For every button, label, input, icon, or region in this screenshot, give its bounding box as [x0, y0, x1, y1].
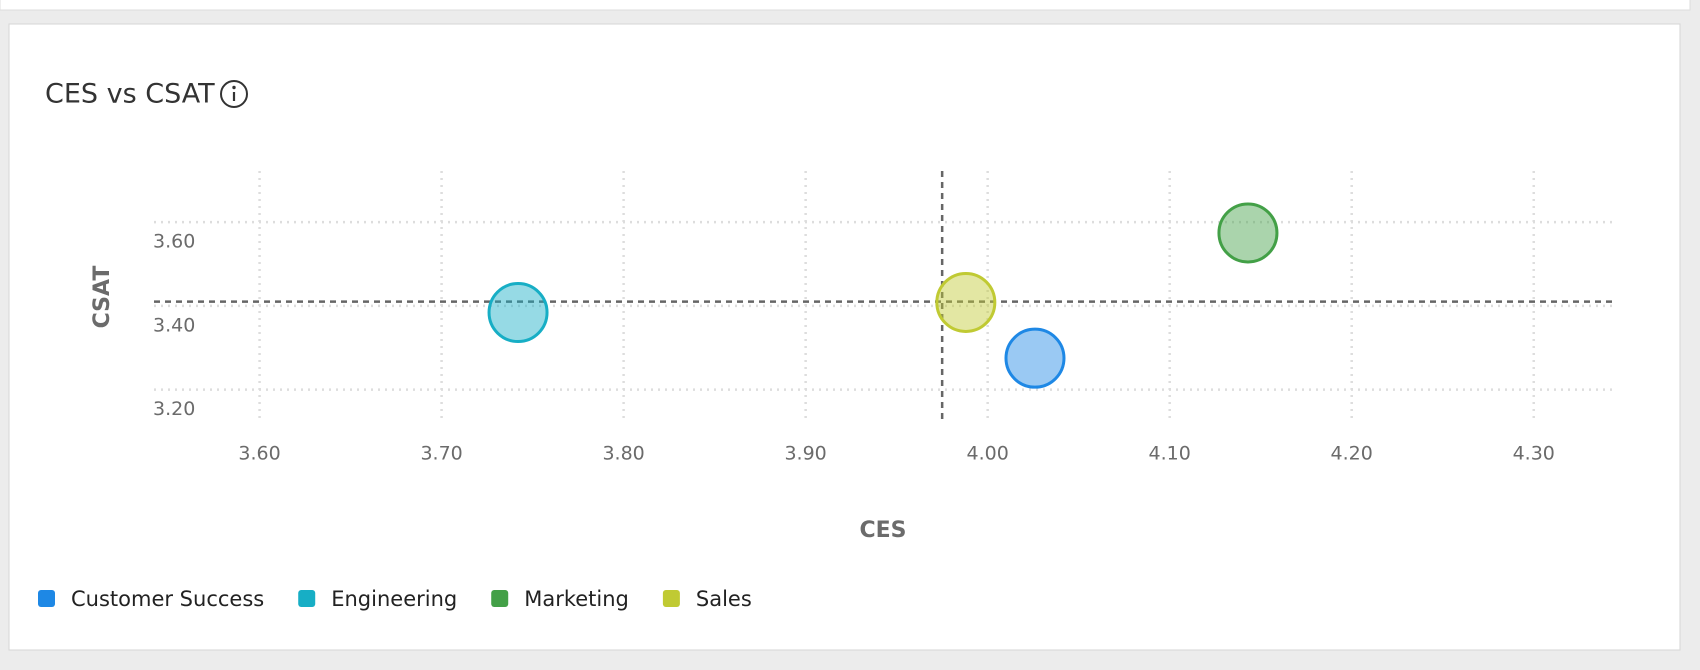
y-axis-title: CSAT: [90, 266, 115, 329]
legend: Customer Success Engineering Marketing Sale…: [38, 587, 752, 611]
data-point[interactable]: [487, 282, 549, 344]
x-tick-label: 4.00: [967, 443, 1009, 465]
legend-item[interactable]: Customer Success: [38, 587, 264, 611]
data-point[interactable]: [935, 271, 997, 333]
y-tick-label: 3.20: [153, 398, 195, 420]
legend-item[interactable]: Engineering: [298, 587, 457, 611]
x-tick-label: 4.30: [1513, 443, 1555, 465]
x-tick-label: 4.20: [1331, 443, 1373, 465]
x-axis-title: CES: [859, 518, 906, 543]
x-tick-label: 3.70: [420, 443, 462, 465]
card: [8, 23, 1681, 651]
legend-item[interactable]: Sales: [662, 587, 752, 611]
legend-label: Engineering: [331, 587, 457, 611]
x-tick-label: 3.90: [784, 443, 826, 465]
legend-swatch: [298, 590, 316, 607]
y-tick-label: 3.60: [153, 231, 195, 253]
x-tick-label: 4.10: [1149, 443, 1191, 465]
x-tick-label: 3.80: [602, 443, 644, 465]
data-point[interactable]: [1004, 327, 1066, 389]
plot: 3.20 3.40 3.60 3.60 3.70 3.80 3.90 4.00 4.10 4.20…: [153, 171, 1612, 465]
legend-item[interactable]: Marketing: [491, 587, 629, 611]
legend-label: Customer Success: [71, 587, 264, 611]
chart-title: CES vs CSAT: [45, 79, 215, 110]
previous-card: [0, 0, 1691, 11]
data-point[interactable]: [1217, 202, 1279, 264]
legend-label: Sales: [696, 587, 752, 611]
legend-swatch: [662, 590, 680, 607]
info-icon[interactable]: [220, 80, 248, 108]
y-tick-label: 3.40: [153, 314, 195, 336]
x-tick-label: 3.60: [238, 443, 280, 465]
legend-swatch: [491, 590, 509, 607]
legend-swatch: [38, 590, 55, 607]
legend-label: Marketing: [524, 587, 629, 611]
